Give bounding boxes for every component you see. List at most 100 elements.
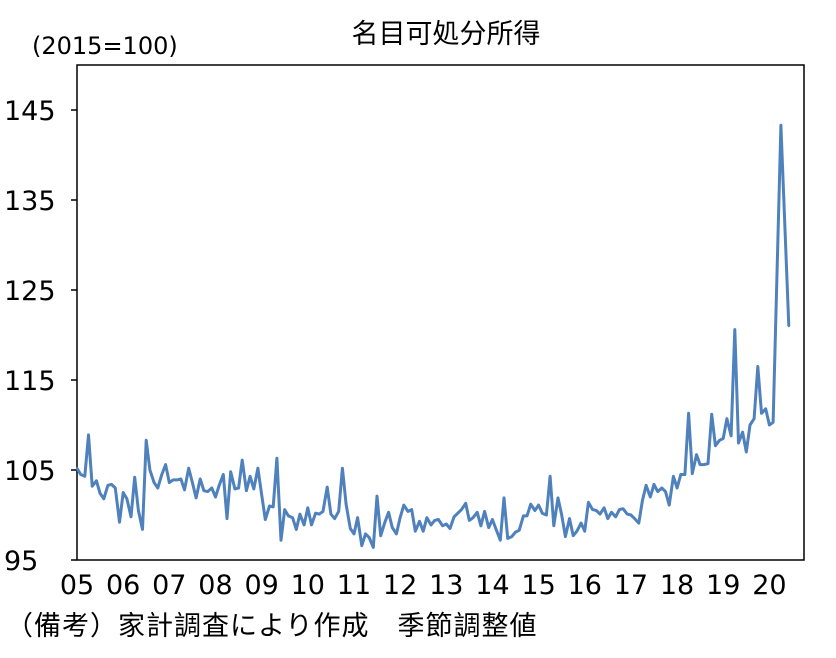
x-tick-label: 19 [706, 570, 740, 601]
data-point [268, 504, 271, 508]
data-point [176, 478, 179, 482]
x-axis: 05 06 07 08 09 10 11 12 13 14 15 16 17 18 19 20 [60, 570, 787, 601]
data-point [264, 518, 267, 521]
data-point [679, 473, 682, 476]
data-point [302, 523, 306, 527]
data-point [560, 513, 563, 517]
data-point [125, 497, 129, 500]
data-point [614, 515, 617, 518]
data-point [110, 483, 113, 486]
data-point [629, 513, 633, 517]
data-point [537, 503, 540, 507]
data-point [675, 486, 679, 490]
data-point [637, 521, 640, 525]
data-point [579, 521, 583, 525]
data-point [202, 489, 206, 492]
data-point [275, 457, 279, 460]
x-tick-label: 07 [152, 570, 186, 601]
data-point [314, 512, 317, 515]
data-point [737, 441, 740, 445]
data-point [575, 530, 579, 533]
data-point [91, 485, 94, 488]
data-point [525, 514, 529, 518]
data-point [441, 524, 444, 527]
data-point [152, 481, 156, 484]
data-point [552, 524, 555, 527]
data-point [433, 519, 436, 522]
data-point [741, 431, 744, 434]
data-point [779, 124, 783, 127]
data-point [718, 439, 721, 442]
data-point [468, 519, 471, 522]
data-point [506, 537, 509, 540]
data-point [395, 532, 398, 536]
data-point [360, 544, 363, 547]
data-point [491, 518, 494, 521]
data-point [518, 529, 521, 532]
data-point [87, 433, 90, 437]
data-point [375, 494, 379, 498]
data-point [168, 481, 171, 484]
data-point [733, 328, 736, 331]
data-point [510, 535, 513, 538]
data-point [687, 412, 690, 415]
data-point [229, 470, 232, 473]
data-point [621, 507, 625, 510]
data-point [722, 437, 725, 440]
data-point [95, 479, 98, 482]
data-point [787, 324, 790, 328]
data-point [479, 524, 483, 527]
data-point [476, 511, 479, 514]
x-tick-label: 10 [291, 570, 325, 601]
chart-title: 名目可処分所得 [352, 19, 541, 50]
data-point [148, 468, 152, 472]
data-point [618, 508, 621, 511]
plot-area-frame [76, 64, 805, 561]
data-point [706, 462, 710, 465]
data-point [583, 530, 586, 533]
data-point [452, 515, 456, 518]
data-point [460, 508, 463, 511]
data-point [548, 475, 552, 478]
data-point [445, 522, 448, 526]
data-point [725, 417, 729, 420]
data-point [114, 486, 117, 490]
data-point [602, 506, 606, 509]
data-point [745, 450, 748, 454]
data-point [133, 476, 136, 479]
data-point [387, 511, 390, 514]
data-point [764, 407, 767, 410]
data-point [129, 515, 133, 518]
data-point [568, 517, 571, 520]
data-point [529, 503, 532, 506]
x-tick-label: 18 [660, 570, 694, 601]
data-point [672, 475, 675, 478]
data-point [499, 539, 502, 542]
data-point [233, 487, 237, 491]
y-tick-label: 125 [4, 276, 56, 307]
data-point [118, 521, 121, 524]
data-point [218, 484, 221, 487]
data-point [514, 530, 517, 534]
data-point [768, 423, 771, 427]
data-point [98, 492, 102, 495]
data-point [356, 516, 359, 519]
x-tick-label: 08 [198, 570, 232, 601]
series-line [75, 123, 791, 549]
data-point [137, 509, 140, 512]
data-point [541, 512, 544, 515]
series-layer [75, 123, 791, 549]
data-point [241, 458, 244, 462]
data-point [556, 496, 560, 500]
data-point [210, 486, 213, 490]
data-point [698, 463, 702, 466]
x-tick-label: 05 [60, 570, 94, 601]
data-point [222, 473, 225, 476]
data-point [752, 417, 756, 420]
data-point [160, 474, 163, 477]
footnote: （備考）家計調査により作成 季節調整値 [6, 611, 538, 642]
data-point [595, 509, 598, 512]
data-point [272, 505, 275, 509]
data-point [522, 514, 525, 518]
